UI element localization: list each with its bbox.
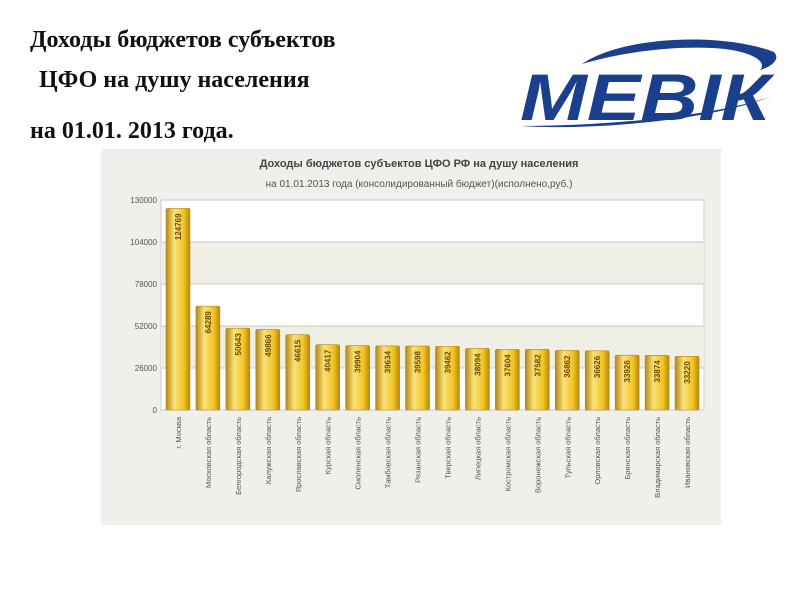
x-tick-label: Воронежская область bbox=[533, 417, 542, 493]
bar-series: 124769 64289 50643 49866 46615 40417 39904 3963… bbox=[165, 208, 700, 411]
x-tick-label: Липецкая область bbox=[473, 417, 482, 480]
bar bbox=[315, 344, 340, 411]
x-tick-label: Калужская область bbox=[264, 417, 273, 484]
grid-lines bbox=[161, 199, 704, 411]
bar bbox=[614, 354, 640, 411]
y-tick-label: 0 bbox=[153, 406, 158, 415]
x-tick-label: Брянская область bbox=[623, 417, 632, 480]
y-tick-label: 104000 bbox=[130, 238, 157, 247]
x-tick-label: Тамбовская область bbox=[384, 417, 393, 488]
bar bbox=[495, 348, 520, 411]
bar-value-label: 124769 bbox=[174, 213, 183, 240]
bar-value-label: 46615 bbox=[294, 339, 303, 362]
x-tick-label: г. Москва bbox=[174, 416, 183, 448]
bar-value-label: 64289 bbox=[204, 311, 213, 334]
x-tick-label: Курская область bbox=[324, 417, 333, 475]
y-tick-label: 130000 bbox=[130, 196, 157, 205]
bar-value-label: 36862 bbox=[563, 355, 572, 378]
bar-value-label: 39904 bbox=[354, 350, 363, 373]
logo-wordmark: МЕВІК bbox=[520, 60, 775, 134]
plot-area bbox=[160, 199, 705, 411]
x-tick-label: Ивановская область bbox=[683, 417, 692, 488]
y-tick-label: 52000 bbox=[135, 322, 158, 331]
bar-value-label: 38094 bbox=[473, 353, 482, 376]
bar bbox=[465, 348, 490, 411]
bar-chart: Доходы бюджетов субъектов ЦФО РФ на душу… bbox=[130, 158, 705, 498]
bar bbox=[435, 345, 460, 411]
x-tick-label: Орловская область bbox=[593, 417, 602, 485]
chart-subtitle: на 01.01.2013 года (консолидированный бю… bbox=[266, 178, 573, 190]
bar-value-label: 49866 bbox=[264, 334, 273, 357]
bar-value-label: 37604 bbox=[503, 354, 512, 377]
bar bbox=[165, 208, 191, 411]
logo-swoosh-thin bbox=[522, 96, 772, 128]
chart-title: Доходы бюджетов субъектов ЦФО РФ на душу… bbox=[260, 158, 579, 170]
bar bbox=[255, 329, 281, 411]
bar bbox=[285, 334, 311, 411]
chart-panel: Доходы бюджетов субъектов ЦФО РФ на душу… bbox=[101, 149, 721, 525]
y-axis: 0 26000 52000 78000 104000 130000 bbox=[130, 196, 157, 415]
bar-value-label: 39462 bbox=[443, 351, 452, 374]
bar-value-label: 37582 bbox=[533, 354, 542, 377]
bar-value-label: 39634 bbox=[384, 350, 393, 373]
bar bbox=[584, 350, 610, 411]
bar-value-label: 50643 bbox=[234, 333, 243, 356]
y-tick-label: 26000 bbox=[135, 364, 158, 373]
y-tick-label: 78000 bbox=[135, 280, 158, 289]
bar bbox=[554, 350, 580, 411]
slide-title-line-1: Доходы бюджетов субъектов bbox=[30, 27, 336, 53]
bar-value-label: 33874 bbox=[653, 360, 662, 383]
mevik-logo: МЕВІК bbox=[520, 39, 777, 134]
logo-swoosh bbox=[582, 39, 777, 70]
grid-band bbox=[161, 242, 704, 284]
bar bbox=[195, 305, 221, 411]
bar-value-label: 33220 bbox=[683, 361, 692, 384]
slide-title-line-2: ЦФО на душу населения bbox=[39, 67, 310, 93]
x-tick-label: Ярославская область bbox=[294, 417, 303, 492]
x-tick-label: Смоленская область bbox=[354, 417, 363, 490]
x-tick-label: Владимирская область bbox=[653, 417, 662, 498]
x-tick-label: Белгородская область bbox=[234, 417, 243, 495]
x-tick-label: Костромская область bbox=[503, 417, 512, 492]
x-axis: г. Москва Московская область Белгородская … bbox=[174, 416, 692, 498]
bar bbox=[674, 356, 700, 411]
x-tick-label: Тверская область bbox=[443, 417, 452, 479]
x-tick-label: Рязанская область bbox=[414, 417, 423, 483]
bar bbox=[405, 345, 430, 411]
bar-value-label: 33926 bbox=[623, 360, 632, 383]
bar bbox=[375, 345, 400, 411]
bar-value-label: 39598 bbox=[414, 350, 423, 373]
grid-band bbox=[161, 326, 704, 368]
bar bbox=[525, 348, 550, 411]
bar bbox=[225, 327, 251, 411]
bar-value-label: 40417 bbox=[324, 349, 333, 372]
bar-value-label: 36626 bbox=[593, 355, 602, 378]
x-tick-label: Московская область bbox=[204, 417, 213, 488]
slide-title-line-3: на 01.01. 2013 года. bbox=[30, 118, 234, 144]
bar bbox=[345, 345, 370, 411]
bar bbox=[644, 354, 670, 411]
x-tick-label: Тульская область bbox=[563, 417, 572, 478]
